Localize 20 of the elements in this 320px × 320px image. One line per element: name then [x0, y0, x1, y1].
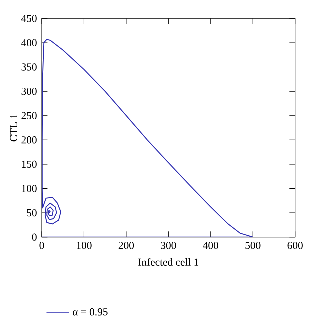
x-tick-label: 0	[40, 242, 44, 250]
y-tick-label: 400	[22, 39, 37, 47]
legend-label: α = 0.95	[73, 308, 108, 316]
x-tick-label: 600	[288, 242, 303, 250]
x-tick-label: 300	[161, 242, 176, 250]
x-tick-label: 400	[203, 242, 218, 250]
x-tick-label: 100	[77, 242, 92, 250]
y-tick-label: 100	[22, 185, 37, 192]
y-tick-label: 450	[22, 15, 37, 22]
y-tick-label: 300	[22, 88, 37, 96]
x-axis-title: Infected cell 1	[138, 258, 199, 266]
y-tick-label: 150	[22, 160, 37, 168]
y-tick-label: 350	[22, 64, 37, 71]
x-tick-label: 200	[118, 242, 134, 250]
y-tick-label: 0	[32, 234, 37, 241]
y-tick-label: 200	[22, 136, 37, 144]
y-tick-label: 250	[22, 112, 37, 120]
x-tick-label: 500	[246, 242, 261, 250]
y-axis-title: CTL 1	[10, 114, 18, 142]
y-tick-label: 50	[27, 209, 37, 217]
